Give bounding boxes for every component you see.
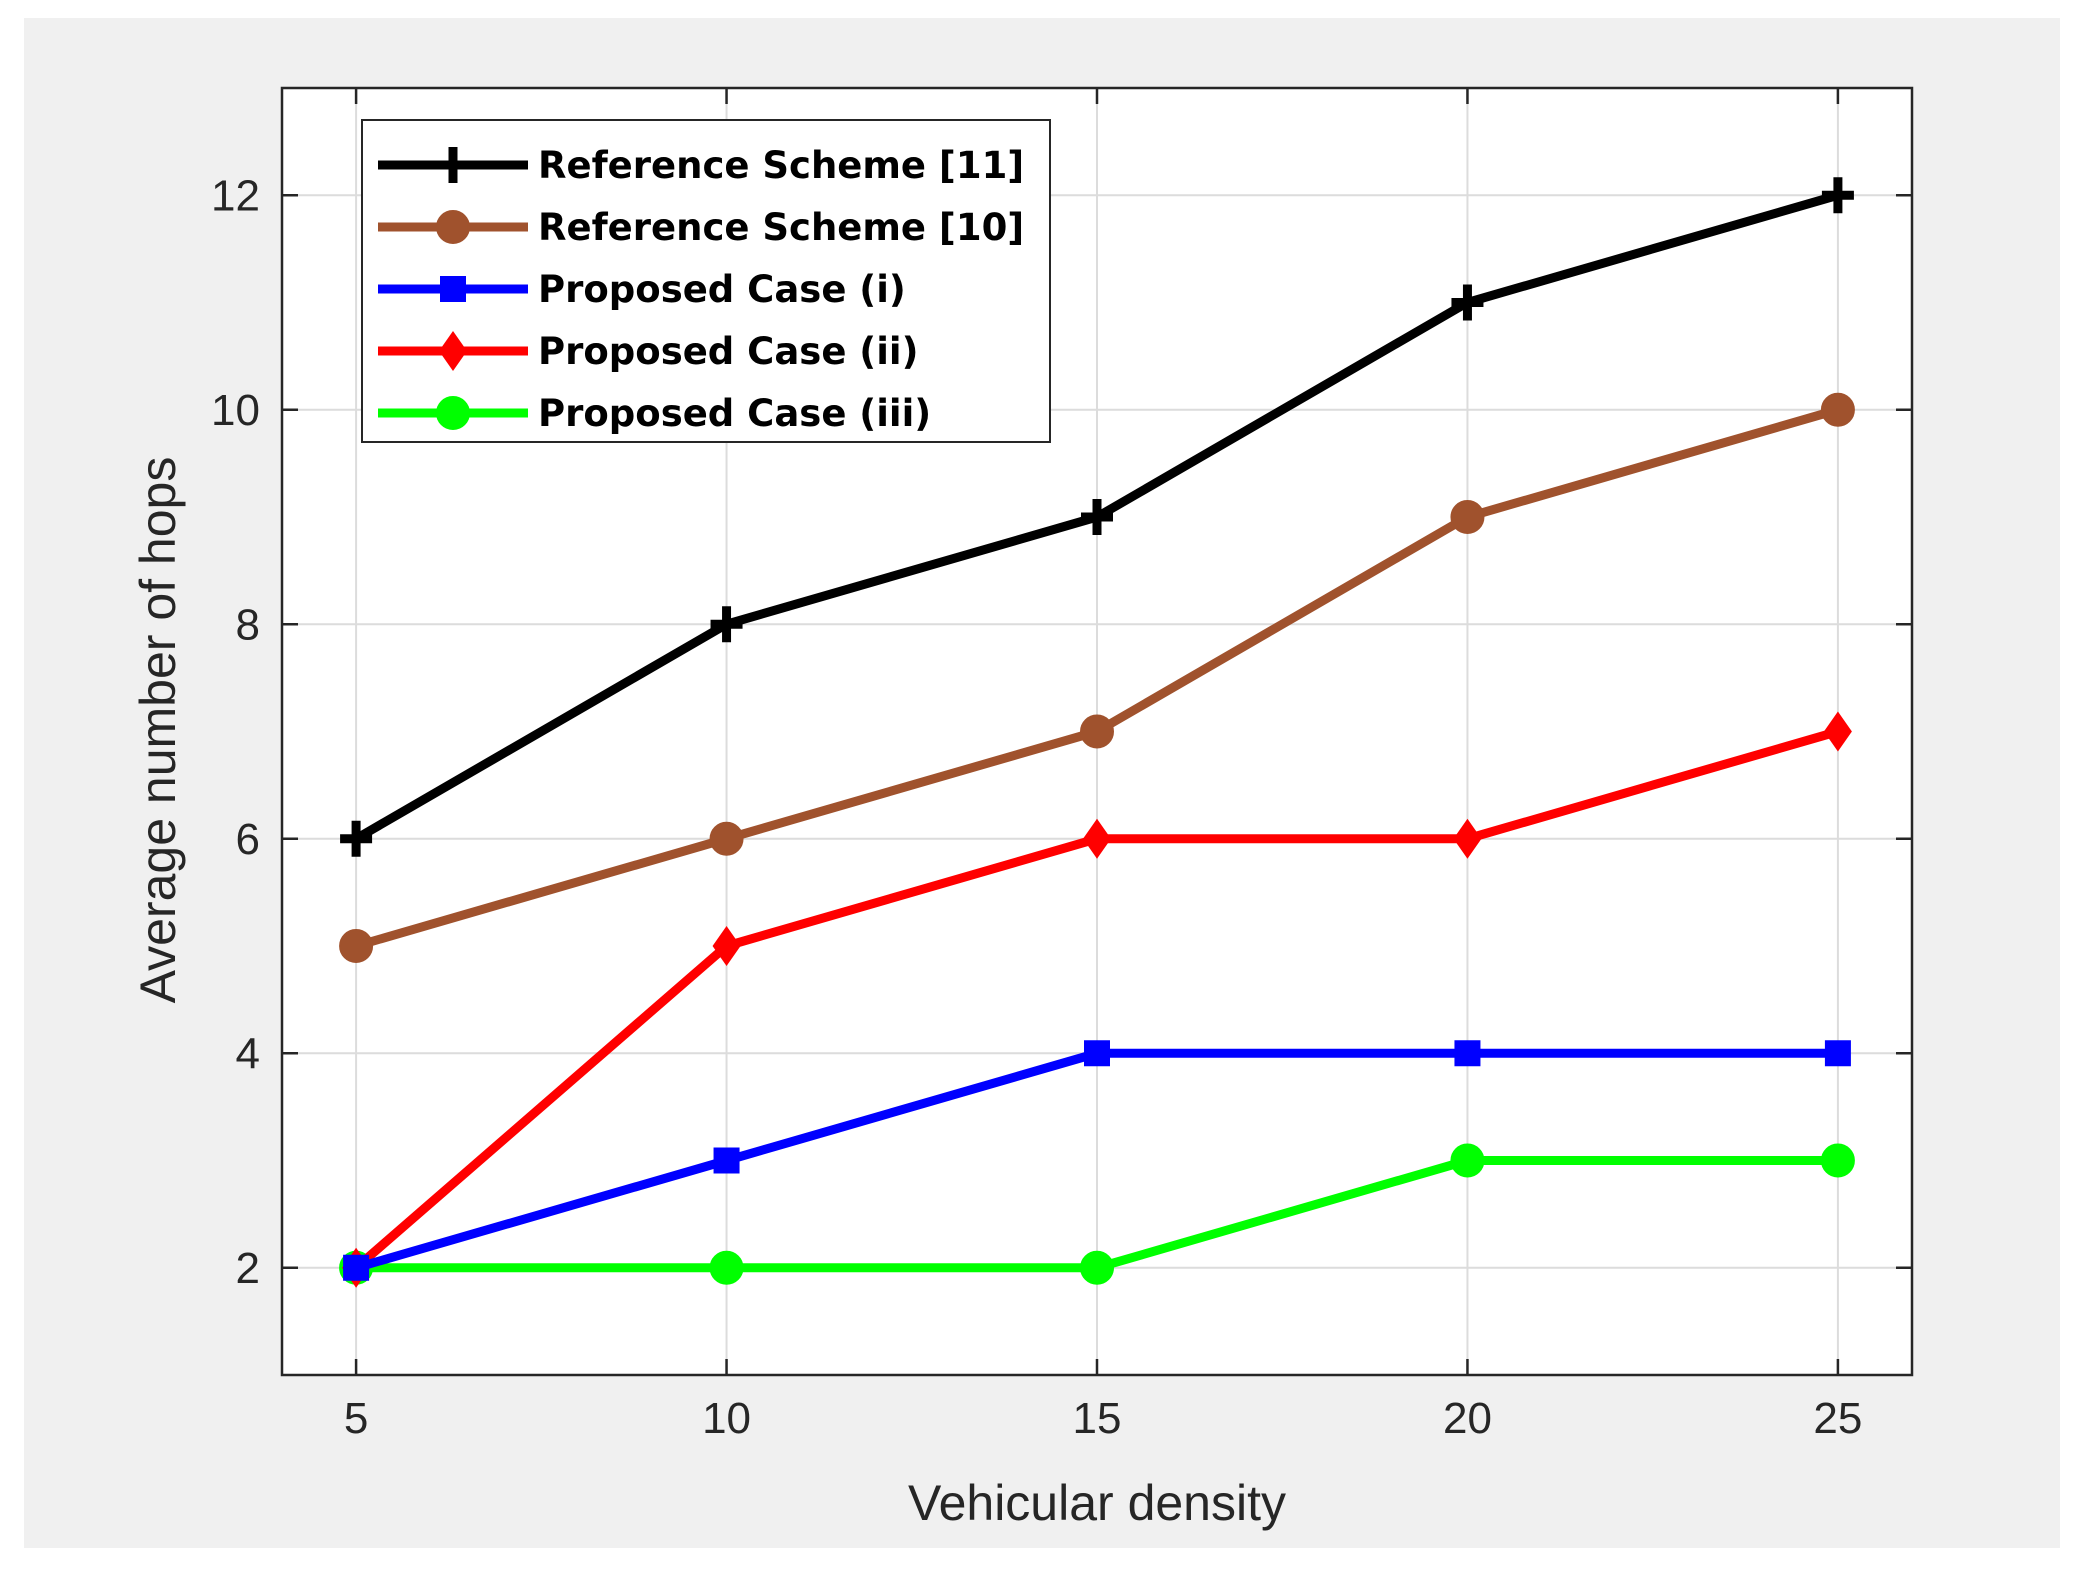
- data-point: [1451, 284, 1484, 321]
- legend-swatch-marker: [439, 331, 467, 371]
- data-point: [710, 606, 743, 643]
- data-point: [1454, 1040, 1481, 1067]
- data-point: [343, 1254, 370, 1281]
- data-point: [339, 929, 374, 963]
- series-proposed-case-i: [343, 1040, 1851, 1281]
- y-tick-label: 10: [211, 386, 260, 435]
- data-point: [1820, 1143, 1855, 1178]
- legend-entry: Proposed Case (ii): [378, 330, 918, 373]
- legend-entry: Proposed Case (iii): [378, 392, 931, 435]
- y-axis-label: Average number of hops: [130, 457, 186, 1004]
- data-point: [713, 1147, 740, 1174]
- series-group: [339, 177, 1855, 1288]
- x-tick-label: 25: [1813, 1394, 1862, 1443]
- y-tick-label: 2: [236, 1244, 260, 1293]
- legend-label: Proposed Case (iii): [538, 392, 931, 435]
- legend-label: Proposed Case (ii): [538, 330, 918, 373]
- legend-label: Reference Scheme [11]: [538, 144, 1024, 187]
- data-point: [1084, 1040, 1110, 1067]
- legend-entry: Reference Scheme [10]: [378, 206, 1024, 249]
- data-point: [340, 820, 373, 857]
- series-reference-scheme-10: [339, 392, 1855, 963]
- legend-swatch-marker: [436, 396, 470, 430]
- series-reference-scheme-11: [340, 177, 1854, 857]
- data-point: [712, 926, 741, 966]
- legend-swatch-marker: [440, 276, 466, 302]
- y-tick-label: 8: [236, 600, 260, 649]
- data-point: [1450, 1143, 1485, 1178]
- data-point: [1820, 392, 1855, 427]
- axis-ticks: 5 10 15 20 25 2 4 6 8 10 12: [211, 88, 1912, 1443]
- legend: Reference Scheme [11] Reference Scheme [1…: [361, 119, 1051, 443]
- data-point: [1081, 499, 1113, 535]
- data-point: [1080, 1250, 1114, 1285]
- data-point: [709, 821, 744, 856]
- legend-swatch-marker: [437, 147, 469, 183]
- data-point: [709, 1250, 744, 1285]
- y-tick-label: 12: [211, 171, 260, 220]
- x-tick-label: 5: [344, 1394, 368, 1443]
- legend-label: Reference Scheme [10]: [538, 206, 1024, 249]
- data-point: [1083, 818, 1111, 859]
- x-tick-label: 10: [702, 1394, 751, 1443]
- data-point: [1821, 177, 1854, 214]
- legend-label: Proposed Case (i): [538, 268, 906, 311]
- x-tick-label: 20: [1443, 1394, 1492, 1443]
- legend-box: [361, 119, 1051, 443]
- data-point: [1450, 500, 1485, 534]
- data-point: [1080, 714, 1114, 749]
- data-point: [1823, 711, 1852, 752]
- data-point: [1453, 818, 1482, 859]
- data-point: [1824, 1040, 1851, 1067]
- x-axis-label: Vehicular density: [908, 1475, 1286, 1531]
- y-tick-label: 4: [236, 1029, 260, 1078]
- y-tick-label: 6: [236, 815, 260, 864]
- x-tick-label: 15: [1073, 1394, 1122, 1443]
- legend-entry: Proposed Case (i): [378, 268, 906, 311]
- legend-entry: Reference Scheme [11]: [378, 144, 1024, 187]
- legend-swatch-marker: [436, 210, 470, 244]
